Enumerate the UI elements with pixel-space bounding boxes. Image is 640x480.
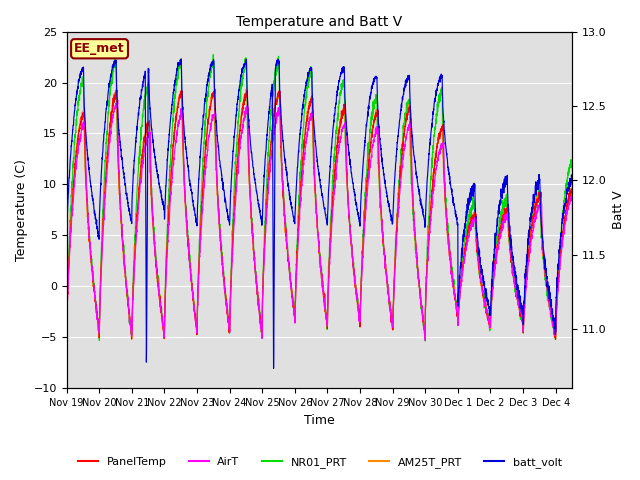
Title: Temperature and Batt V: Temperature and Batt V xyxy=(236,15,403,29)
Legend: PanelTemp, AirT, NR01_PRT, AM25T_PRT, batt_volt: PanelTemp, AirT, NR01_PRT, AM25T_PRT, ba… xyxy=(73,452,567,472)
Text: EE_met: EE_met xyxy=(74,42,125,55)
Y-axis label: Batt V: Batt V xyxy=(612,191,625,229)
Y-axis label: Temperature (C): Temperature (C) xyxy=(15,159,28,261)
X-axis label: Time: Time xyxy=(304,414,335,427)
